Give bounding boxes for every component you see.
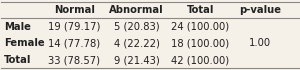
Text: 5 (20.83): 5 (20.83)	[114, 22, 159, 32]
Text: 18 (100.00): 18 (100.00)	[172, 38, 230, 48]
Text: 1.00: 1.00	[249, 38, 271, 48]
Text: Total: Total	[4, 55, 32, 65]
Text: 9 (21.43): 9 (21.43)	[114, 55, 160, 65]
Text: 14 (77.78): 14 (77.78)	[48, 38, 100, 48]
Text: 33 (78.57): 33 (78.57)	[48, 55, 100, 65]
Text: 4 (22.22): 4 (22.22)	[114, 38, 160, 48]
Text: 19 (79.17): 19 (79.17)	[48, 22, 100, 32]
Text: p-value: p-value	[239, 5, 281, 15]
Text: Abnormal: Abnormal	[109, 5, 164, 15]
Text: Male: Male	[4, 22, 31, 32]
Text: Normal: Normal	[54, 5, 94, 15]
Text: Total: Total	[187, 5, 214, 15]
Text: 42 (100.00): 42 (100.00)	[172, 55, 230, 65]
Text: Female: Female	[4, 38, 45, 48]
Text: 24 (100.00): 24 (100.00)	[172, 22, 230, 32]
